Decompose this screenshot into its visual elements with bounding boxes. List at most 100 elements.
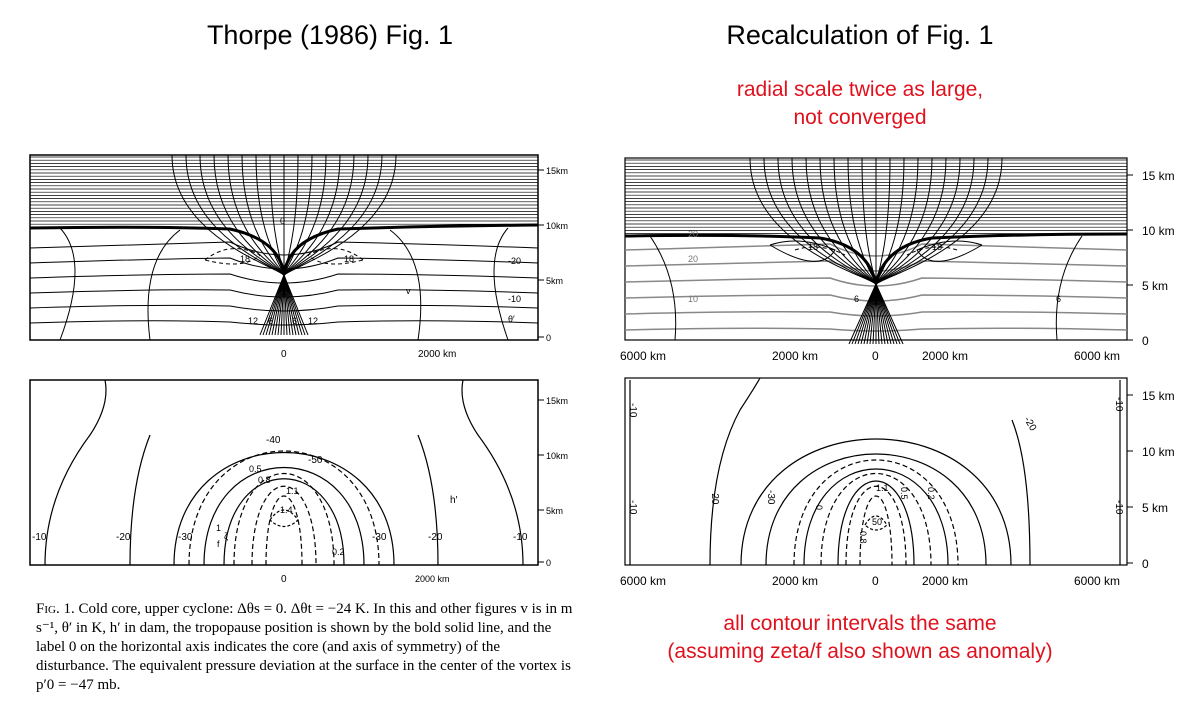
height-tick: 10km [546, 451, 568, 461]
v-contour [283, 154, 313, 336]
height-tick: 10km [546, 221, 568, 231]
contour-label: θ′ [508, 314, 515, 324]
h-contour [803, 468, 949, 566]
h-contour [44, 379, 107, 566]
note-line: all contour intervals the same [723, 612, 997, 635]
v-contour [649, 235, 677, 341]
contour-label: -10 [1113, 397, 1124, 412]
contour-label: ζ [224, 531, 228, 541]
x-tick: 2000 km [418, 349, 456, 360]
height-tick: 5km [546, 506, 563, 516]
contour-label: -40 [266, 435, 281, 446]
contour-label: 1.1 [876, 483, 889, 493]
v-contour [1055, 235, 1083, 341]
v-contour [59, 227, 76, 341]
contour-label: -10 [508, 294, 521, 304]
contour-label: 1.1 [286, 486, 299, 496]
x-tick: 6000 km [620, 349, 666, 363]
contour-label: 0.5 [899, 487, 909, 500]
zeta-contour [188, 450, 380, 566]
x-tick: 2000 km [772, 349, 818, 363]
x-tick: 0 [872, 349, 879, 363]
contour-label: 12 [308, 316, 318, 326]
contour-label: 1.4 [280, 505, 293, 515]
contour-label: 6 [292, 316, 297, 326]
v-contour [916, 240, 983, 262]
contour-label: -20 [709, 490, 720, 505]
contour-label: f [217, 539, 220, 549]
contour-label: h′ [450, 495, 458, 506]
left-top-section-plot: 15km 10km 5km 0 0 2000 km 0 18 18 -20 -1… [29, 154, 568, 360]
contour-label: -20 [508, 256, 521, 266]
height-tick: 5 km [1142, 501, 1168, 515]
contour-label: -30 [765, 490, 776, 505]
h-contour [173, 452, 395, 566]
v-contour [283, 154, 355, 336]
h-contour [1011, 419, 1031, 566]
v-contour [769, 240, 836, 262]
contour-label: -30 [178, 532, 193, 543]
h-contour [129, 434, 151, 566]
theta-contour [29, 241, 539, 256]
theta-contour [29, 289, 539, 298]
right-top-section-plot: 15 km 10 km 5 km 0 6000 km 2000 km 0 20 0… [620, 157, 1175, 363]
right-panel-title: Recalculation of Fig. 1 [726, 20, 994, 50]
height-tick: 10 km [1142, 445, 1175, 459]
contour-label: 0.5 [249, 464, 262, 474]
note-line: not converged [793, 106, 927, 129]
v-contour [213, 154, 285, 336]
note-contour-intervals: all contour intervals the same (assuming… [600, 610, 1120, 666]
dashed-contour [307, 248, 364, 265]
x-tick: 6000 km [620, 574, 666, 588]
zeta-contour [820, 473, 932, 566]
height-tick: 0 [546, 333, 551, 343]
zeta-contour [265, 495, 303, 566]
contour-label: 18 [932, 242, 942, 252]
left-bottom-section-plot: 15km 10km 5km 0 0 2000 km -10 -20 -30 -3… [29, 379, 568, 585]
zeta-contour [251, 485, 317, 566]
figure-label: Fig. 1. [36, 601, 75, 617]
height-tick: 10 km [1142, 224, 1175, 238]
x-tick: 0 [281, 574, 287, 585]
theta-contour [29, 304, 539, 312]
contour-label: 0 [280, 216, 285, 226]
contour-label: 12 [248, 316, 258, 326]
contour-label: -50 [308, 455, 323, 466]
h-contour [203, 467, 365, 566]
v-contour [389, 229, 422, 341]
contour-label: 18 [240, 254, 250, 264]
h-contour [740, 438, 1012, 566]
contour-label: 50 [872, 517, 882, 527]
zeta-contour [864, 515, 888, 531]
contour-label: -30 [372, 532, 387, 543]
height-axis: 15 km 10 km 5 km 0 [1127, 389, 1175, 571]
height-tick: 15 km [1142, 389, 1175, 403]
h-contour [709, 377, 761, 566]
caption-text: Cold core, upper cyclone: Δθs = 0. Δθt =… [36, 601, 573, 693]
v-contour [875, 157, 1003, 345]
v-contour [147, 229, 181, 341]
contour-label: 0.8 [258, 475, 271, 485]
x-tick: 6000 km [1074, 574, 1120, 588]
h-contour [461, 379, 524, 566]
contour-label: -10 [32, 532, 47, 543]
figure-caption: Fig. 1. Cold core, upper cyclone: Δθs = … [36, 600, 576, 695]
contour-label: -10 [627, 500, 638, 515]
v-contour [283, 154, 397, 336]
x-tick: 6000 km [1074, 349, 1120, 363]
contour-label: 20 [688, 229, 698, 239]
height-tick: 5km [546, 276, 563, 286]
note-line: radial scale twice as large, [736, 78, 984, 101]
theta-contour [29, 320, 539, 326]
height-axis: 15 km 10 km 5 km 0 [1127, 169, 1175, 348]
height-tick: 15km [546, 166, 568, 176]
contour-label: 0.2 [332, 547, 345, 557]
contour-label: -20 [116, 532, 131, 543]
h-contour [223, 478, 345, 566]
zeta-contour [845, 485, 907, 566]
contour-label: -20 [428, 532, 443, 543]
contour-label: 18 [808, 242, 818, 252]
height-tick: 0 [1142, 334, 1149, 348]
theta-contour [29, 257, 539, 270]
zeta-contour [793, 459, 959, 566]
